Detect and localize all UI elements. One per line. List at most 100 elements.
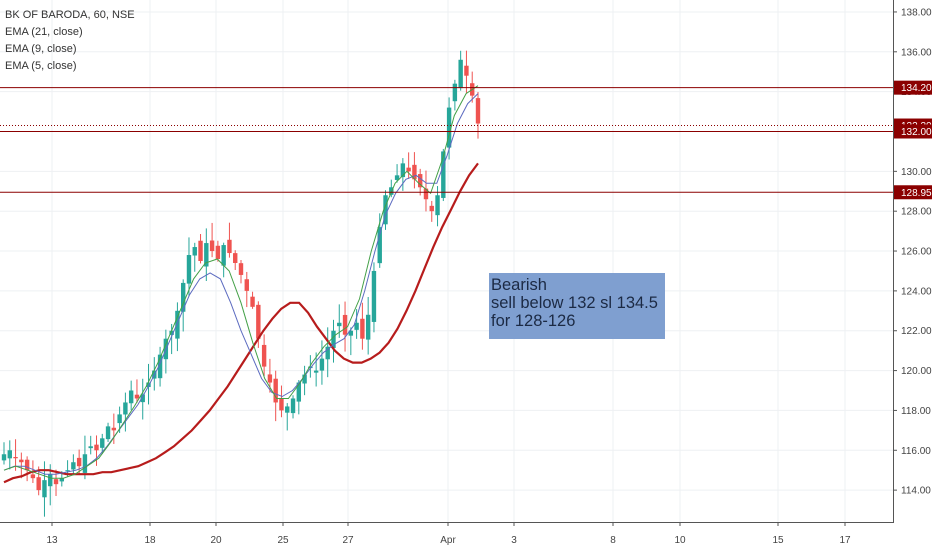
candle-body: [464, 65, 469, 76]
candle-body: [1, 454, 7, 461]
candle: [458, 50, 463, 91]
candle: [24, 456, 30, 482]
x-tick-label: 15: [772, 535, 784, 546]
x-tick-label: 18: [144, 535, 156, 546]
candle: [209, 222, 215, 258]
candle: [313, 352, 319, 387]
candle: [198, 234, 203, 264]
legend-ema9[interactable]: EMA (9, close): [5, 43, 77, 55]
x-tick-label: 13: [46, 535, 58, 546]
candle: [290, 395, 296, 419]
candle-body: [140, 394, 145, 403]
x-tick-label: 10: [674, 535, 686, 546]
candle-body: [209, 240, 215, 252]
candle-body: [394, 175, 400, 180]
candle: [76, 449, 82, 475]
level-price-label: 128.95: [901, 188, 932, 199]
candle: [163, 329, 169, 374]
candle-body: [13, 456, 18, 459]
candle: [475, 91, 481, 139]
candle-body: [371, 270, 377, 322]
candle-body: [261, 344, 267, 367]
candle-body: [198, 240, 203, 261]
ema5-line: [3, 85, 479, 479]
candle-body: [296, 382, 302, 402]
candle-body: [435, 195, 440, 216]
candle-body: [458, 59, 463, 89]
candle-body: [215, 245, 221, 260]
level-price-label: 132.00: [901, 127, 932, 138]
note-line-3: for 128-126: [491, 312, 576, 330]
candle-body: [48, 474, 53, 487]
x-tick-label: 3: [511, 535, 517, 546]
candle-body: [244, 279, 249, 291]
candle-body: [204, 243, 209, 267]
note-line-1: Bearish: [491, 276, 547, 294]
candle-body: [134, 394, 140, 399]
candle-body: [267, 374, 273, 383]
candle: [215, 240, 221, 262]
candle-body: [319, 358, 325, 371]
candle-body: [417, 174, 423, 188]
legend-ema21[interactable]: EMA (21, close): [5, 26, 83, 38]
candle: [192, 242, 197, 272]
candle-body: [290, 398, 296, 414]
candle-body: [313, 370, 319, 373]
candle: [331, 319, 336, 363]
x-tick-label: 8: [610, 535, 616, 546]
candle-body: [377, 227, 382, 264]
candle: [244, 271, 249, 308]
candle: [429, 200, 434, 222]
y-tick-label: 124.00: [901, 286, 932, 297]
candle-body: [53, 479, 59, 485]
candle: [82, 435, 88, 480]
candle-body: [441, 151, 446, 198]
horizontal-levels: [0, 87, 893, 193]
candle: [88, 435, 93, 455]
candle-body: [342, 314, 348, 335]
candle-body: [354, 322, 359, 330]
candle-body: [117, 414, 122, 424]
candle-body: [423, 188, 429, 200]
candle-body: [175, 310, 180, 339]
candle: [169, 323, 174, 355]
candle-body: [348, 330, 354, 336]
candle-body: [446, 107, 452, 148]
y-tick-label: 126.00: [901, 247, 932, 258]
candle: [1, 442, 7, 465]
candle-body: [192, 247, 197, 256]
y-tick-label: 114.00: [901, 486, 931, 497]
ema9-line: [3, 93, 479, 475]
x-tick-label: 17: [839, 535, 851, 546]
candle-body: [76, 457, 82, 467]
candle-body: [325, 346, 330, 360]
chart-legend: BK OF BARODA, 60, NSE EMA (21, close) EM…: [5, 7, 135, 75]
y-tick-label: 128.00: [901, 207, 932, 218]
candle: [146, 363, 151, 405]
time-axis-bg: [0, 522, 932, 550]
y-tick-label: 118.00: [901, 406, 931, 417]
candle: [238, 260, 244, 284]
candle: [123, 392, 128, 432]
candle-body: [429, 205, 434, 212]
candle: [175, 302, 180, 352]
candle-body: [157, 354, 163, 379]
annotation-note-box[interactable]: Bearish sell below 132 sl 134.5 for 128-…: [489, 273, 665, 339]
candle-body: [221, 245, 226, 266]
candle-body: [365, 314, 371, 340]
legend-ema5[interactable]: EMA (5, close): [5, 60, 77, 72]
candle: [452, 79, 458, 111]
candle: [285, 403, 290, 431]
candle-body: [238, 263, 244, 275]
candle: [94, 435, 99, 466]
candle: [417, 168, 423, 196]
candle: [105, 422, 111, 442]
candle-body: [279, 398, 284, 411]
x-tick-label: 27: [342, 535, 354, 546]
note-line-2: sell below 132 sl 134.5: [491, 294, 658, 312]
candle-body: [360, 318, 365, 339]
candle-body: [123, 402, 128, 415]
candle-body: [59, 478, 65, 482]
